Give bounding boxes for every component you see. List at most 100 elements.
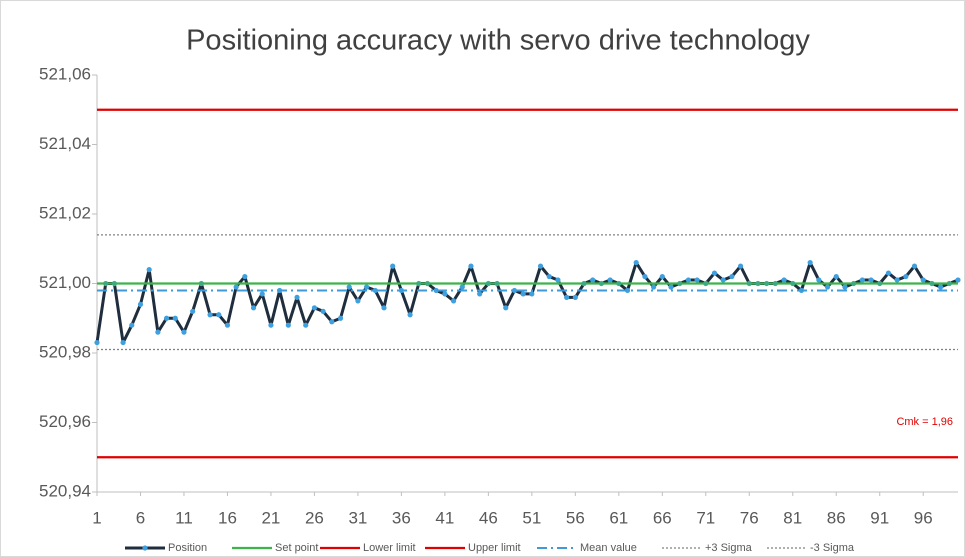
legend-label: Upper limit: [468, 542, 521, 554]
point: [407, 312, 413, 318]
point: [372, 287, 378, 294]
point: [233, 284, 239, 290]
x-tick-label: 66: [653, 508, 672, 527]
point: [920, 277, 926, 283]
point: [346, 284, 352, 290]
point: [250, 305, 257, 311]
y-tick-label: 521,06: [39, 64, 91, 83]
point: [129, 322, 135, 328]
series-line: [95, 261, 959, 345]
point: [337, 315, 344, 321]
y-tick-label: 521,04: [39, 134, 91, 153]
point: [181, 329, 187, 335]
y-tick-label: 520,96: [39, 412, 91, 431]
point: [546, 273, 552, 280]
point: [894, 277, 900, 283]
legend-label: Set point: [275, 542, 318, 554]
x-tick-label: 41: [435, 508, 454, 527]
x-tick-label: 26: [305, 508, 324, 527]
point: [668, 284, 674, 290]
x-tick-label: 1: [92, 508, 101, 527]
annotation: Cmk = 1,96: [896, 416, 953, 428]
point: [911, 263, 918, 269]
point: [659, 273, 665, 280]
point: [459, 284, 465, 290]
point: [364, 284, 370, 290]
point: [285, 322, 291, 328]
legend-marker: [142, 545, 148, 551]
point: [303, 322, 309, 328]
point: [642, 273, 648, 280]
x-tick-label: 51: [522, 508, 541, 527]
legend-label: Lower limit: [363, 542, 416, 554]
point: [268, 322, 274, 328]
point: [259, 291, 265, 297]
point: [711, 270, 718, 276]
point: [737, 263, 744, 269]
point: [190, 308, 196, 314]
point: [590, 277, 596, 283]
point: [155, 329, 161, 335]
y-tick-label: 520,98: [39, 342, 91, 361]
x-tick-label: 21: [261, 508, 280, 527]
point: [450, 298, 457, 304]
point: [624, 287, 631, 294]
x-tick-label: 71: [696, 508, 715, 527]
point: [816, 277, 822, 283]
point: [503, 305, 509, 311]
point: [781, 277, 787, 283]
legend-label: Position: [168, 542, 207, 554]
x-tick-label: 31: [348, 508, 367, 527]
point: [537, 263, 544, 269]
point: [720, 277, 726, 283]
x-tick-label: 16: [218, 508, 237, 527]
point: [355, 298, 361, 304]
point: [564, 294, 570, 300]
point: [607, 277, 613, 283]
point: [807, 260, 813, 266]
point: [207, 312, 213, 318]
x-tick-label: 11: [175, 508, 193, 527]
point: [955, 277, 961, 283]
x-tick-label: 76: [740, 508, 759, 527]
point: [381, 305, 387, 311]
point: [294, 294, 300, 300]
point: [224, 322, 231, 328]
x-tick-label: 81: [783, 508, 802, 527]
point: [824, 284, 831, 290]
point: [242, 273, 248, 280]
y-tick-label: 521,02: [39, 203, 91, 222]
point: [216, 312, 222, 318]
x-tick-label: 6: [136, 508, 145, 527]
point: [572, 294, 578, 300]
point: [172, 315, 178, 321]
point: [633, 260, 639, 266]
point: [842, 284, 848, 290]
point: [529, 291, 535, 297]
point: [938, 284, 944, 290]
point: [694, 277, 700, 283]
x-tick-label: 36: [392, 508, 411, 527]
x-tick-label: 96: [914, 508, 933, 527]
point: [833, 273, 839, 280]
point: [163, 315, 170, 321]
x-tick-label: 46: [479, 508, 498, 527]
point: [859, 277, 865, 283]
point: [442, 291, 448, 297]
point: [555, 277, 561, 283]
x-tick-label: 86: [827, 508, 846, 527]
x-tick-label: 61: [609, 508, 628, 527]
point: [94, 339, 100, 346]
point: [511, 287, 518, 294]
point: [468, 263, 474, 269]
point: [120, 339, 126, 346]
point: [477, 291, 483, 297]
point: [868, 277, 874, 283]
point: [520, 291, 526, 297]
point: [311, 305, 318, 311]
legend-label: -3 Sigma: [810, 542, 855, 554]
x-tick-label: 56: [566, 508, 585, 527]
y-tick-label: 521,00: [39, 273, 91, 292]
x-tick-label: 91: [870, 508, 889, 527]
point: [651, 284, 657, 290]
